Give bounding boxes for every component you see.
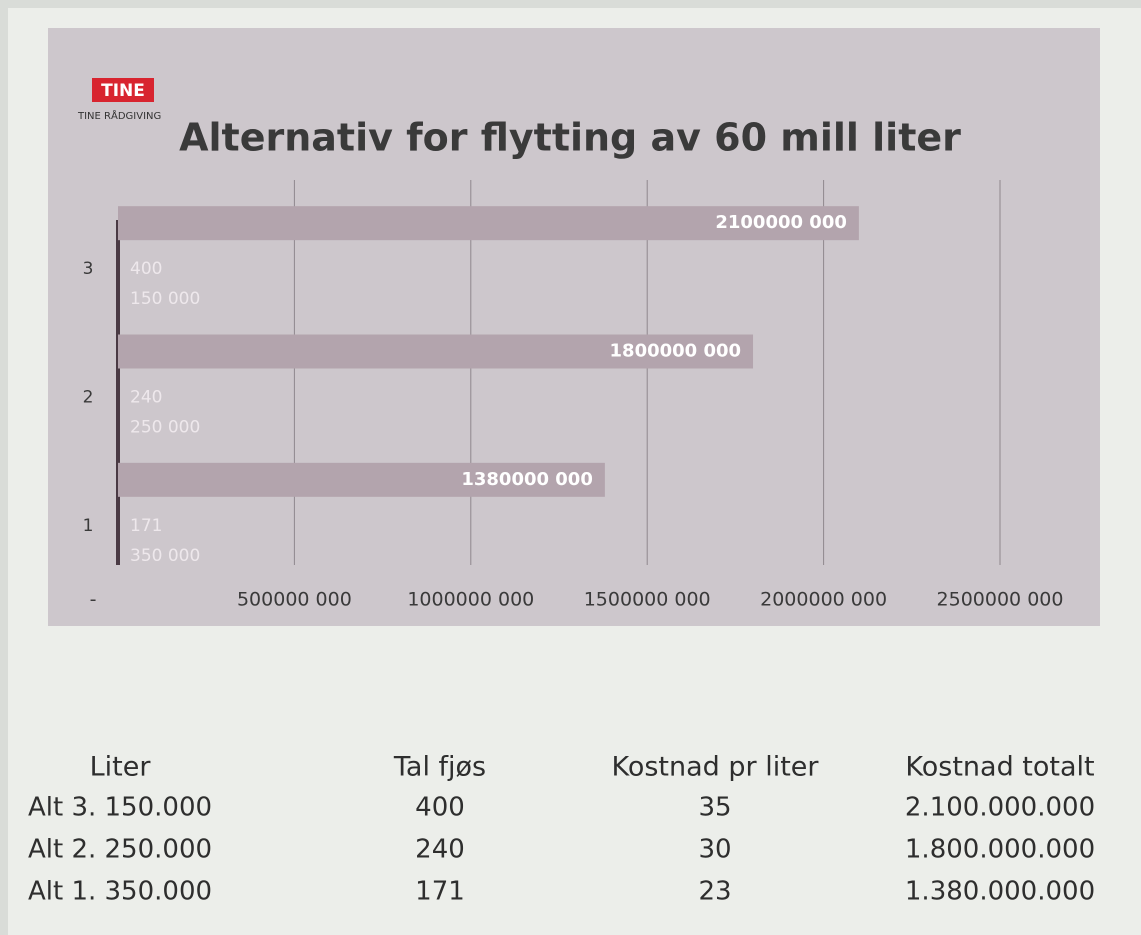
logo-brand: TINE [101, 81, 145, 101]
table-cell: 30 [698, 835, 731, 865]
bar-annotation: 171 [130, 516, 162, 536]
logo-subtitle: TINE RÅDGIVING [77, 109, 161, 122]
value-label: 2100000 000 [715, 212, 847, 233]
chart-title: Alternativ for flytting av 60 mill liter [179, 116, 961, 160]
y-tick-label: 3 [83, 259, 94, 279]
table-header: Liter [90, 752, 152, 783]
x-tick-label: - [90, 589, 97, 611]
table-header: Tal fjøs [393, 752, 486, 783]
table-cell: 1.380.000.000 [905, 877, 1095, 907]
x-tick-label: 500000 000 [237, 589, 352, 611]
bar-annotation: 150 000 [130, 289, 200, 309]
x-tick-label: 2500000 000 [937, 589, 1064, 611]
bar-annotation: 350 000 [130, 546, 200, 566]
table-header: Kostnad totalt [905, 752, 1094, 783]
table-cell: Alt 2. 250.000 [28, 835, 212, 865]
slide: TINE TINE RÅDGIVING Alternativ for flytt… [0, 0, 1141, 935]
y-tick-label: 1 [83, 516, 94, 536]
table-cell: Alt 3. 150.000 [28, 793, 212, 823]
x-tick-label: 1000000 000 [407, 589, 534, 611]
table-cell: 2.100.000.000 [905, 793, 1095, 823]
table-cell: 171 [415, 877, 465, 907]
table-header: Kostnad pr liter [611, 752, 819, 783]
page: TINE TINE RÅDGIVING Alternativ for flytt… [0, 0, 1141, 935]
table-cell: 400 [415, 793, 465, 823]
bar-annotation: 250 000 [130, 418, 200, 438]
table-cell: 35 [698, 793, 731, 823]
table-cell: 240 [415, 835, 465, 865]
y-tick-label: 2 [83, 388, 94, 408]
value-label: 1800000 000 [610, 341, 742, 362]
x-tick-label: 2000000 000 [760, 589, 887, 611]
value-label: 1380000 000 [461, 469, 593, 490]
bar-annotation: 400 [130, 259, 162, 279]
table-cell: Alt 1. 350.000 [28, 877, 212, 907]
bar-annotation: 240 [130, 388, 162, 408]
x-tick-label: 1500000 000 [584, 589, 711, 611]
table-cell: 23 [698, 877, 731, 907]
table-cell: 1.800.000.000 [905, 835, 1095, 865]
